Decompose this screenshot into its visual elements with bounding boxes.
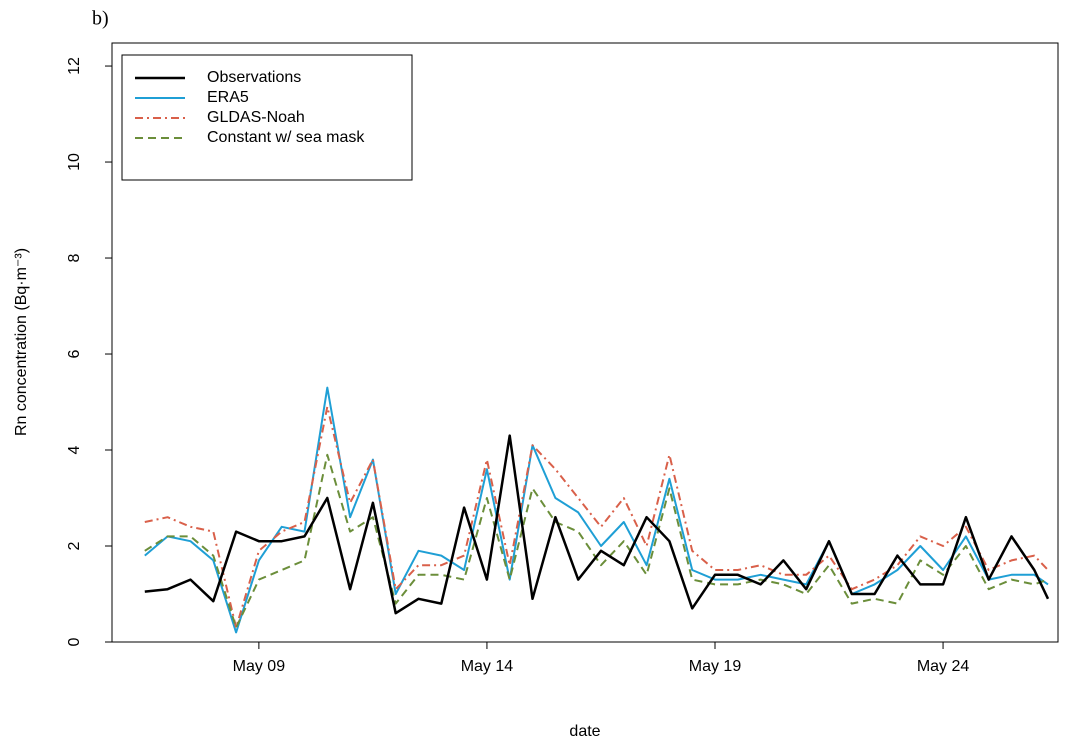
series-line — [144, 434, 1050, 615]
series-line — [144, 386, 1049, 634]
series-line — [144, 405, 1049, 629]
x-tick-label: May 19 — [689, 658, 742, 675]
legend-label: ERA5 — [207, 89, 249, 106]
x-axis-title: date — [569, 723, 600, 740]
legend-label: Constant w/ sea mask — [207, 129, 365, 146]
plot-box — [111, 42, 1059, 643]
y-tick-label: 8 — [66, 253, 83, 262]
x-tick-label: May 24 — [917, 658, 970, 675]
y-tick-label: 10 — [66, 153, 83, 171]
y-axis-title: Rn concentration (Bq·m⁻³) — [13, 248, 30, 436]
y-tick-label: 2 — [66, 541, 83, 550]
y-tick-label: 4 — [66, 445, 83, 454]
x-tick-label: May 14 — [461, 658, 514, 675]
legend-box — [121, 54, 413, 181]
y-tick-label: 6 — [66, 349, 83, 358]
series-line — [144, 453, 1049, 629]
legend-label: GLDAS-Noah — [207, 109, 305, 126]
y-tick-label: 12 — [66, 57, 83, 75]
panel-label: b) — [92, 8, 109, 30]
y-tick-label: 0 — [66, 637, 83, 646]
x-tick-label: May 09 — [233, 658, 286, 675]
legend-label: Observations — [207, 69, 301, 86]
